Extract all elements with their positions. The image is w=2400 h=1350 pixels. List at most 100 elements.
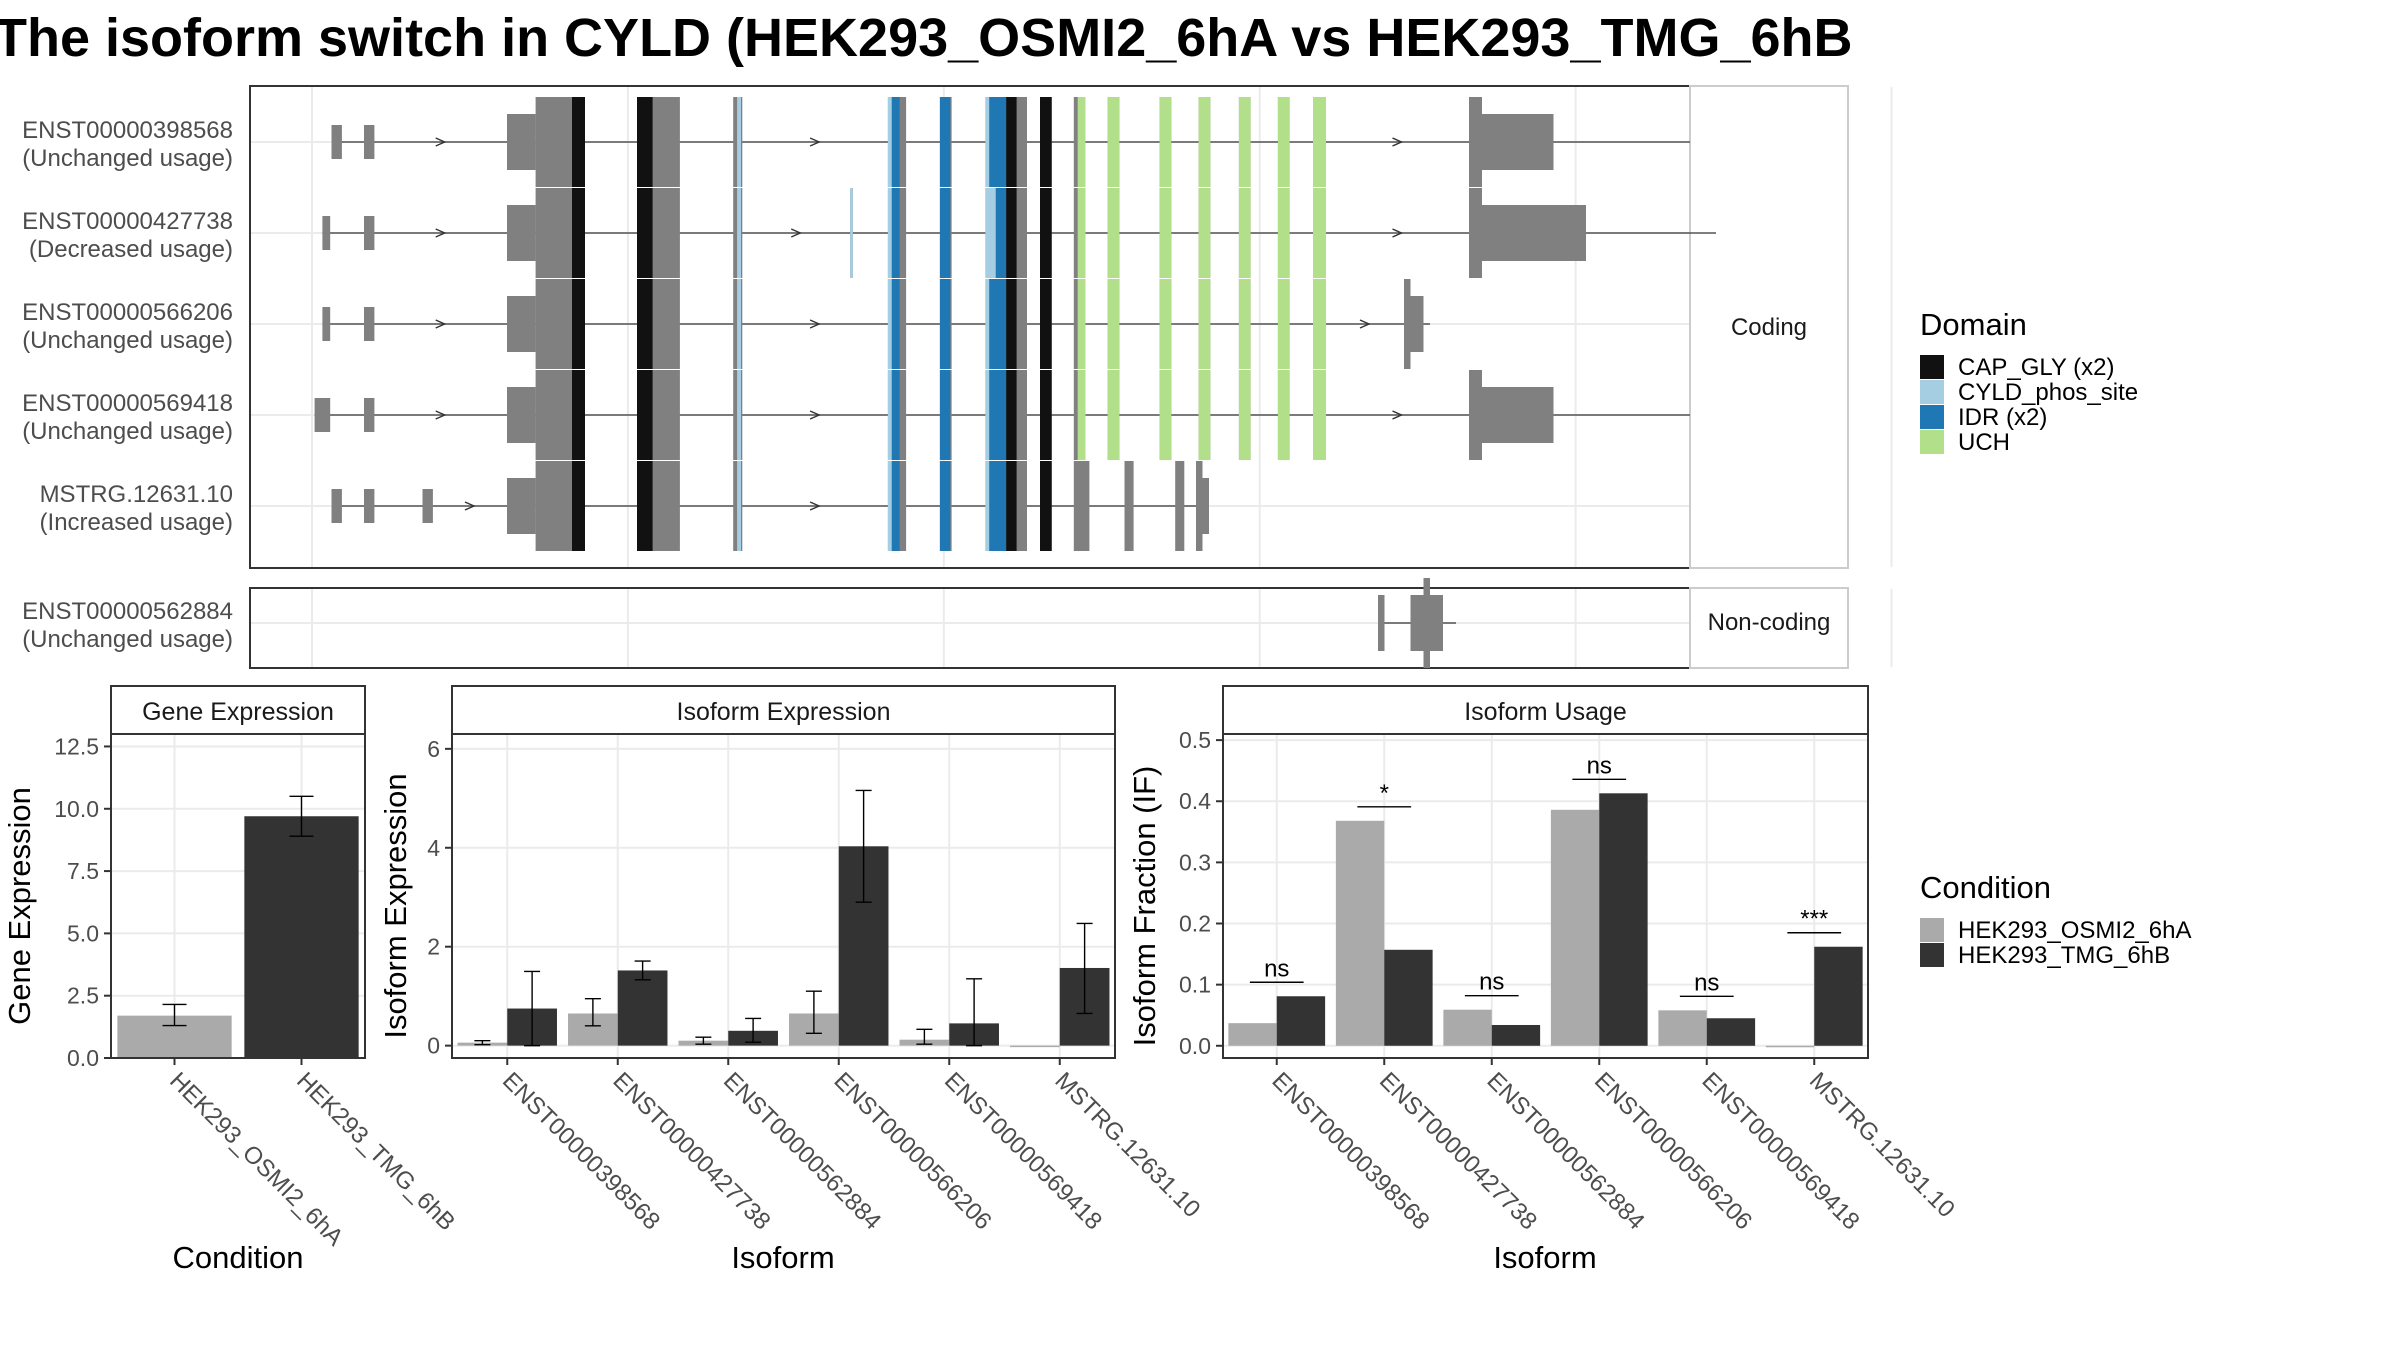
bar: [1010, 1045, 1060, 1048]
domain-uch: [1159, 370, 1172, 460]
domain-legend-key: [1920, 355, 1944, 379]
exon: [1482, 114, 1554, 170]
exon: [331, 125, 342, 159]
coding-panel: [249, 85, 1691, 569]
bar: [1599, 793, 1648, 1046]
domain-uch: [1159, 279, 1172, 369]
domain-cyldphossite: [737, 279, 741, 369]
intron-arrow: [1392, 228, 1404, 238]
condition-legend-title: Condition: [1920, 870, 2051, 905]
domain-idrx: [989, 279, 1007, 369]
exon: [1423, 578, 1430, 668]
domain-idrx: [891, 188, 900, 278]
domain-legend-title: Domain: [1920, 307, 2027, 342]
exon: [1469, 188, 1482, 278]
domain-idrx: [989, 370, 1007, 460]
domain-capglyx: [572, 188, 585, 278]
y-tick-label: 4: [427, 835, 440, 861]
domain-cyldphossite: [887, 97, 892, 187]
y-tick-label: 0: [427, 1033, 440, 1059]
domain-capglyx: [637, 461, 653, 551]
domain-legend-label: CYLD_phos_site: [1958, 379, 2138, 406]
exon: [507, 296, 536, 352]
isoform-usage: (Increased usage): [40, 509, 233, 536]
domain-idrx: [989, 97, 1007, 187]
domain-capglyx: [1040, 279, 1052, 369]
isoform-usage: (Unchanged usage): [22, 327, 233, 354]
bar: [1765, 1045, 1815, 1048]
significance-label: ns: [1264, 955, 1289, 982]
domain-idrx: [939, 370, 951, 460]
domain-idrx: [891, 461, 900, 551]
intron-arrow: [435, 228, 447, 238]
domain-uch: [1238, 370, 1251, 460]
significance-label: *: [1380, 780, 1389, 807]
intron-arrow: [1359, 319, 1371, 329]
domain-idrx: [939, 461, 951, 551]
domain-cyldphossite: [737, 370, 741, 460]
panel-border: [1222, 733, 1869, 1059]
isoform-usage: (Decreased usage): [29, 236, 233, 263]
domain-uch: [1238, 279, 1251, 369]
domain-uch: [1107, 188, 1120, 278]
domain-cyldphossite: [985, 370, 990, 460]
y-tick-label: 2.5: [67, 983, 99, 1009]
exon: [1175, 461, 1185, 551]
y-tick-label: 0.0: [1179, 1033, 1211, 1059]
exon: [507, 114, 536, 170]
domain-cyldphossite: [887, 461, 892, 551]
domain-cyldphossite: [985, 188, 996, 278]
coding-strip: [1689, 85, 1849, 569]
domain-uch: [1077, 97, 1086, 187]
domain-legend-key: [1920, 430, 1944, 454]
exon: [507, 478, 536, 534]
domain-capglyx: [572, 279, 585, 369]
exon: [1482, 205, 1586, 261]
bar: [1550, 809, 1600, 1046]
exon: [364, 125, 375, 159]
panel-strip: [110, 685, 366, 735]
domain-legend-label: UCH: [1958, 429, 2010, 456]
domain-idrx: [939, 188, 951, 278]
x-axis-label: Isoform: [731, 1240, 834, 1275]
domain-uch: [1107, 370, 1120, 460]
panel-border: [110, 733, 366, 1059]
exon: [314, 398, 331, 432]
y-tick-label: 5.0: [67, 920, 99, 946]
domain-cyldphossite: [985, 97, 990, 187]
transcript-structure-panel: CodingNon-codingENST00000398568(Unchange…: [22, 85, 1893, 669]
intron-arrow: [790, 228, 802, 238]
exon: [507, 387, 536, 443]
domain-capglyx: [1040, 97, 1052, 187]
bar: [244, 816, 359, 1058]
domain-legend-key: [1920, 380, 1944, 404]
domain-capglyx: [1006, 279, 1017, 369]
y-tick-label: 12.5: [54, 733, 99, 759]
condition-legend-label: HEK293_TMG_6hB: [1958, 942, 2170, 969]
exon: [1410, 296, 1424, 352]
domain-capglyx: [637, 97, 653, 187]
domain-uch: [1238, 97, 1251, 187]
intron-arrow: [464, 501, 476, 511]
domain-capglyx: [1040, 188, 1052, 278]
isoform-usage: (Unchanged usage): [22, 145, 233, 172]
domain-cyldphossite: [737, 97, 741, 187]
domain-uch: [1198, 188, 1211, 278]
domain-capglyx: [637, 188, 653, 278]
domain-uch: [1077, 188, 1086, 278]
domain-uch: [1077, 279, 1086, 369]
noncoding-strip: [1689, 587, 1849, 669]
exon: [1410, 595, 1424, 651]
domain-capglyx: [637, 370, 653, 460]
intron-arrow: [809, 410, 821, 420]
domain-idrx: [891, 370, 900, 460]
isoform-name: ENST00000566206: [22, 299, 233, 326]
significance-label: ns: [1587, 752, 1612, 779]
domain-idrx: [891, 97, 900, 187]
domain-idrx: [995, 188, 1007, 278]
domain-cyldphossite: [887, 279, 892, 369]
isoform-usage: (Unchanged usage): [22, 418, 233, 445]
figure-title: The isoform switch in CYLD (HEK293_OSMI2…: [0, 8, 1853, 68]
